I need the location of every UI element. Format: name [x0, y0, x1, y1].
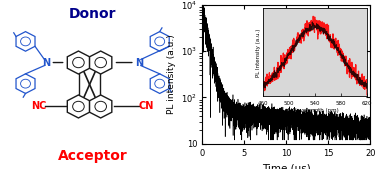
- Polygon shape: [150, 32, 169, 51]
- Text: CN: CN: [139, 101, 154, 112]
- X-axis label: Time (us): Time (us): [262, 163, 311, 169]
- Polygon shape: [16, 74, 35, 93]
- Text: Donor: Donor: [69, 7, 116, 21]
- Y-axis label: PL Intensity (a.u.): PL Intensity (a.u.): [256, 28, 261, 77]
- Text: N: N: [42, 57, 50, 68]
- Polygon shape: [67, 51, 90, 74]
- Polygon shape: [150, 74, 169, 93]
- Polygon shape: [90, 95, 112, 118]
- X-axis label: Wavelength (nm): Wavelength (nm): [291, 108, 339, 113]
- Y-axis label: PL intensity (a.u.): PL intensity (a.u.): [167, 34, 176, 114]
- Polygon shape: [16, 32, 35, 51]
- Text: N: N: [135, 57, 143, 68]
- Polygon shape: [67, 95, 90, 118]
- Text: Acceptor: Acceptor: [58, 149, 127, 163]
- Polygon shape: [90, 51, 112, 74]
- Text: NC: NC: [31, 101, 46, 112]
